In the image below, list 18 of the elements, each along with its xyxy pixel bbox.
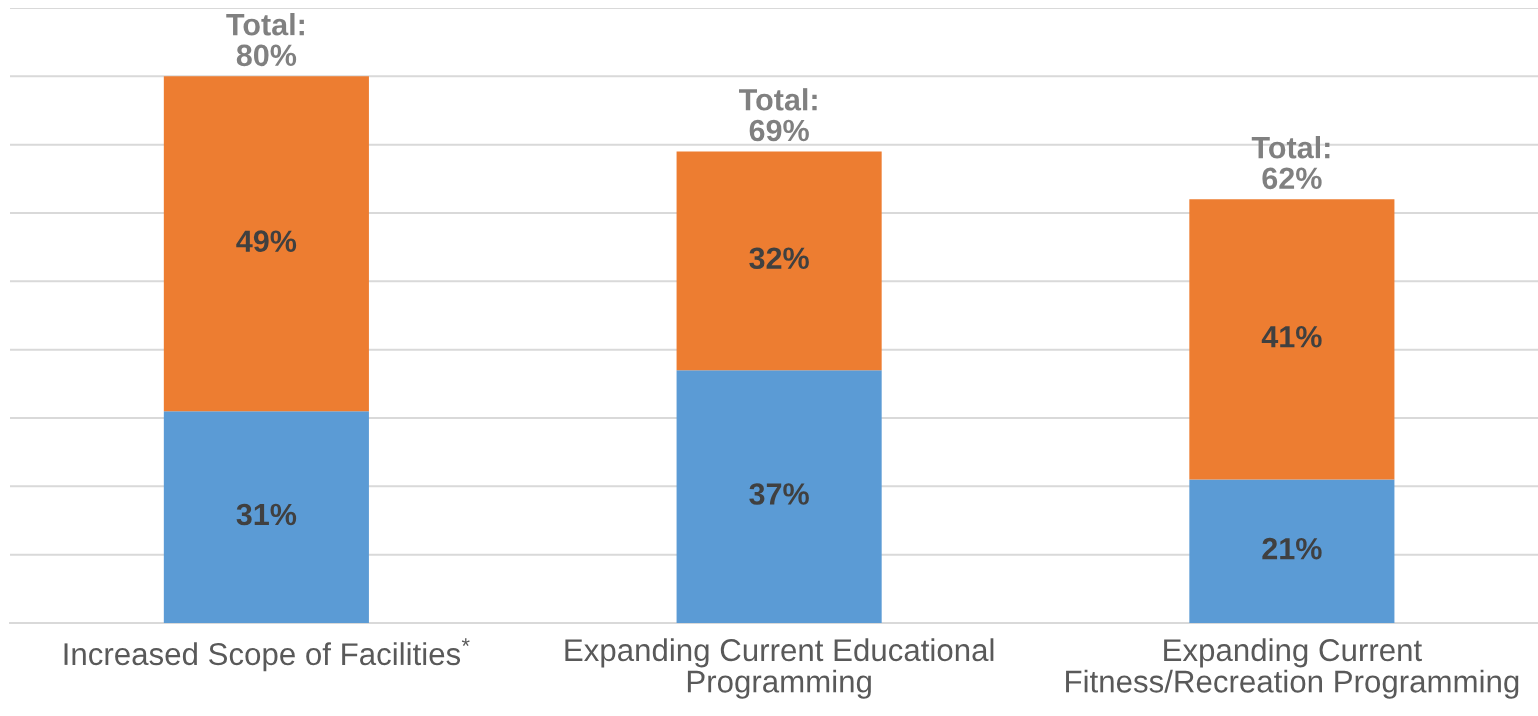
bar [1189,199,1395,480]
total-label: Total: 62% [1251,135,1330,190]
data-label: 31% [236,503,297,526]
bar [676,370,882,623]
bar [1189,479,1395,623]
bar [163,76,369,412]
data-label: 37% [749,483,809,505]
bar [163,411,369,623]
data-label: 49% [236,230,297,252]
data-label: 41% [1261,326,1322,348]
total-label: Total: 69% [739,88,817,142]
total-label: Total: 80% [226,12,304,67]
data-label: 32% [749,247,809,270]
x-tick-label: Expanding Current Educational Programming [565,638,994,699]
data-label: 21% [1262,537,1322,560]
bar [676,151,882,371]
x-tick-label: Expanding Current Fitness/Recreation Programming [1066,638,1519,699]
x-tick-label: Increased Scope of Facilities$^{*}$ [64,638,470,672]
